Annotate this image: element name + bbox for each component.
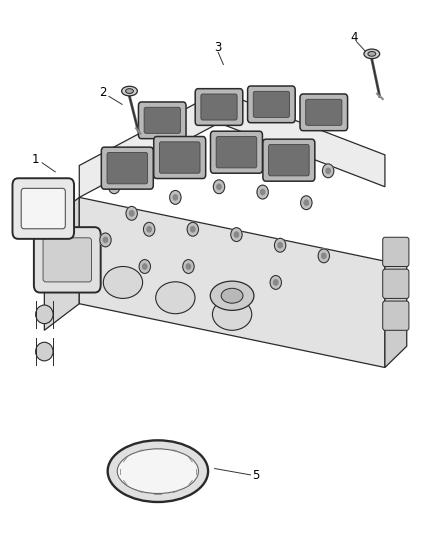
Circle shape <box>147 227 151 232</box>
Circle shape <box>270 276 282 289</box>
Circle shape <box>151 168 155 173</box>
Ellipse shape <box>35 225 53 244</box>
FancyBboxPatch shape <box>383 301 409 330</box>
Circle shape <box>191 148 203 162</box>
Circle shape <box>191 227 195 232</box>
Ellipse shape <box>210 281 254 310</box>
Circle shape <box>217 184 221 189</box>
Circle shape <box>173 195 177 200</box>
FancyBboxPatch shape <box>12 178 74 239</box>
FancyBboxPatch shape <box>247 86 295 123</box>
Ellipse shape <box>108 440 208 502</box>
FancyBboxPatch shape <box>34 227 101 293</box>
Polygon shape <box>44 197 79 330</box>
Polygon shape <box>79 91 385 197</box>
Circle shape <box>195 152 199 158</box>
Circle shape <box>321 253 326 259</box>
Circle shape <box>130 211 134 216</box>
Circle shape <box>103 237 108 243</box>
FancyBboxPatch shape <box>216 136 257 168</box>
Circle shape <box>235 138 247 151</box>
FancyBboxPatch shape <box>306 99 342 125</box>
Ellipse shape <box>35 268 53 286</box>
Text: 2: 2 <box>99 86 106 99</box>
Text: 5: 5 <box>252 469 259 482</box>
FancyBboxPatch shape <box>211 131 262 173</box>
Circle shape <box>143 264 147 269</box>
Circle shape <box>183 260 194 273</box>
FancyBboxPatch shape <box>107 152 148 184</box>
Ellipse shape <box>35 342 53 361</box>
FancyBboxPatch shape <box>154 136 206 179</box>
Circle shape <box>148 164 159 177</box>
Ellipse shape <box>155 282 195 314</box>
Ellipse shape <box>103 266 143 298</box>
Circle shape <box>257 185 268 199</box>
FancyBboxPatch shape <box>201 94 237 120</box>
Circle shape <box>304 200 308 205</box>
Circle shape <box>109 180 120 193</box>
Circle shape <box>139 260 150 273</box>
Circle shape <box>278 243 283 248</box>
FancyBboxPatch shape <box>144 107 180 133</box>
FancyBboxPatch shape <box>195 88 243 125</box>
Circle shape <box>112 184 117 189</box>
Ellipse shape <box>122 86 138 96</box>
Circle shape <box>187 222 198 236</box>
FancyBboxPatch shape <box>43 238 92 282</box>
Ellipse shape <box>212 298 252 330</box>
Circle shape <box>283 152 287 158</box>
FancyBboxPatch shape <box>159 142 200 173</box>
FancyBboxPatch shape <box>138 102 186 139</box>
FancyBboxPatch shape <box>21 188 65 229</box>
Circle shape <box>275 238 286 252</box>
Circle shape <box>186 264 191 269</box>
Ellipse shape <box>368 52 376 56</box>
FancyBboxPatch shape <box>383 269 409 298</box>
Text: 4: 4 <box>350 30 357 44</box>
Circle shape <box>326 168 330 173</box>
Ellipse shape <box>364 49 380 59</box>
FancyBboxPatch shape <box>268 144 309 176</box>
Circle shape <box>100 233 111 247</box>
Circle shape <box>144 222 155 236</box>
Polygon shape <box>79 197 385 368</box>
Text: 1: 1 <box>31 153 39 166</box>
Ellipse shape <box>126 88 134 93</box>
Circle shape <box>322 164 334 177</box>
Circle shape <box>274 280 278 285</box>
Circle shape <box>231 228 242 241</box>
FancyBboxPatch shape <box>383 237 409 266</box>
FancyBboxPatch shape <box>253 91 290 117</box>
Circle shape <box>300 196 312 209</box>
Ellipse shape <box>117 449 198 494</box>
Text: 3: 3 <box>215 41 222 54</box>
Polygon shape <box>385 240 407 368</box>
Circle shape <box>170 190 181 204</box>
Circle shape <box>234 232 239 237</box>
FancyBboxPatch shape <box>263 139 315 181</box>
Circle shape <box>213 180 225 193</box>
Circle shape <box>126 206 138 220</box>
Ellipse shape <box>221 288 243 303</box>
Ellipse shape <box>35 305 53 324</box>
Circle shape <box>318 249 329 263</box>
FancyBboxPatch shape <box>300 94 348 131</box>
Circle shape <box>239 142 243 147</box>
Circle shape <box>261 189 265 195</box>
FancyBboxPatch shape <box>101 147 153 189</box>
Circle shape <box>279 148 290 162</box>
